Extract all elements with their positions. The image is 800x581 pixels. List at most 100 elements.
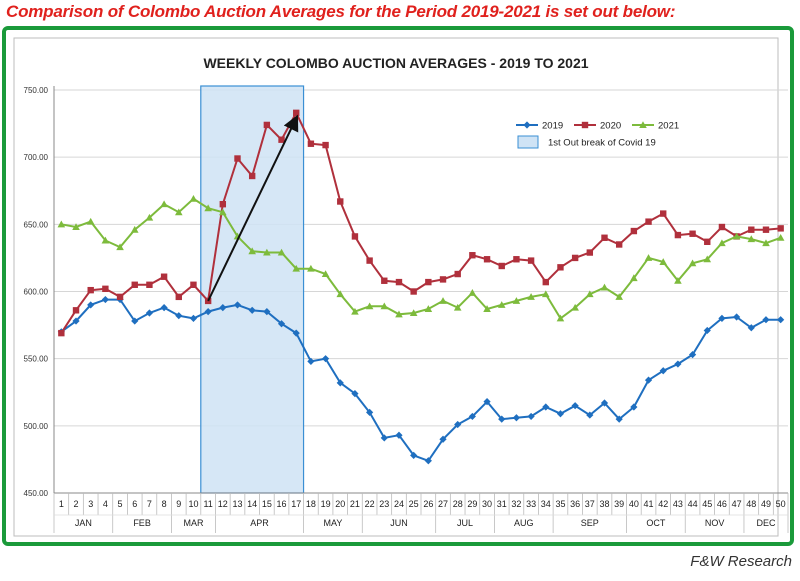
data-point-2021 <box>732 232 741 240</box>
data-point-2021 <box>630 274 638 282</box>
x-tick-label: 39 <box>614 499 624 509</box>
x-tick-label: 2 <box>74 499 79 509</box>
month-label: SEP <box>581 518 599 528</box>
x-tick-label: 29 <box>467 499 477 509</box>
x-tick-label: 14 <box>247 499 257 509</box>
chart-area <box>13 37 779 537</box>
data-point-2021 <box>219 208 227 216</box>
data-point-2021 <box>86 217 95 225</box>
x-tick-label: 45 <box>702 499 712 509</box>
data-point-2021 <box>571 303 579 311</box>
data-point-2019 <box>659 367 667 375</box>
x-tick-label: 40 <box>629 499 639 509</box>
data-point-2019 <box>233 301 242 309</box>
data-point-2021 <box>116 243 124 251</box>
x-tick-label: 23 <box>379 499 389 509</box>
data-point-2020 <box>704 238 711 245</box>
data-point-2019 <box>556 410 565 418</box>
data-point-2019 <box>733 313 741 321</box>
x-tick-label: 16 <box>277 499 287 509</box>
data-point-2020 <box>601 234 608 241</box>
data-point-2021 <box>72 223 80 231</box>
x-tick-label: 30 <box>482 499 492 509</box>
legend-label-covid: 1st Out break of Covid 19 <box>548 138 656 149</box>
data-point-2021 <box>204 204 212 212</box>
data-point-2020 <box>263 121 271 129</box>
data-point-2019 <box>674 360 682 368</box>
data-point-2021 <box>556 314 565 322</box>
data-point-2019 <box>219 304 227 312</box>
data-point-2021 <box>497 301 506 308</box>
chart-title: WEEKLY COLOMBO AUCTION AVERAGES - 2019 T… <box>203 55 588 71</box>
data-point-2020 <box>527 257 535 264</box>
legend-label-2021: 2021 <box>658 121 679 132</box>
data-point-2021 <box>718 239 726 247</box>
legend-marker-2021 <box>639 121 647 128</box>
legend-label-2020: 2020 <box>600 121 621 132</box>
data-point-2019 <box>145 309 154 317</box>
data-point-2020 <box>381 277 388 284</box>
data-point-2020 <box>366 257 373 264</box>
trend-arrow <box>207 114 299 302</box>
data-point-2019 <box>72 317 80 325</box>
data-point-2019 <box>380 434 388 442</box>
x-tick-label: 3 <box>88 499 93 509</box>
data-point-2020 <box>469 252 476 259</box>
data-point-2019 <box>468 412 476 421</box>
data-point-2020 <box>248 172 256 180</box>
x-tick-label: 15 <box>262 499 272 509</box>
data-point-2020 <box>278 136 285 143</box>
data-point-2019 <box>204 308 212 316</box>
chart-frame: WEEKLY COLOMBO AUCTION AVERAGES - 2019 T… <box>2 26 794 546</box>
data-point-2020 <box>645 218 652 225</box>
x-tick-label: 8 <box>162 499 167 509</box>
data-point-2021 <box>776 233 785 241</box>
data-point-2021 <box>307 264 315 272</box>
data-point-2020 <box>498 262 505 270</box>
y-tick-label: 600.00 <box>24 288 49 297</box>
data-point-2020 <box>116 293 124 301</box>
month-label: FEB <box>133 518 151 528</box>
x-tick-label: 31 <box>497 499 507 509</box>
data-point-2020 <box>322 141 329 149</box>
x-tick-label: 38 <box>599 499 609 509</box>
data-point-2019 <box>87 301 95 309</box>
data-point-2020 <box>72 307 80 314</box>
x-tick-label: 28 <box>453 499 463 509</box>
data-point-2020 <box>586 249 594 256</box>
line-chart: WEEKLY COLOMBO AUCTION AVERAGES - 2019 T… <box>13 37 789 537</box>
data-point-2021 <box>424 305 433 312</box>
data-point-2021 <box>160 200 168 208</box>
y-tick-label: 750.00 <box>24 86 49 95</box>
data-point-2020 <box>689 230 696 237</box>
data-point-2021 <box>439 297 447 304</box>
data-point-2020 <box>234 155 241 162</box>
data-point-2021 <box>292 264 301 272</box>
x-tick-label: 19 <box>321 499 331 509</box>
x-tick-label: 4 <box>103 499 108 509</box>
data-point-2020 <box>410 288 417 295</box>
headline: Comparison of Colombo Auction Averages f… <box>6 2 676 21</box>
data-point-2021 <box>248 247 256 255</box>
y-tick-label: 450.00 <box>24 489 49 498</box>
legend-label-2019: 2019 <box>542 121 563 132</box>
x-tick-label: 9 <box>176 499 181 509</box>
y-tick-label: 700.00 <box>24 153 49 162</box>
x-tick-label: 6 <box>132 499 137 509</box>
data-point-2020 <box>660 210 667 217</box>
month-label: NOV <box>705 518 725 528</box>
data-point-2020 <box>219 200 227 208</box>
y-tick-label: 650.00 <box>24 220 49 229</box>
data-point-2019 <box>424 457 432 465</box>
data-point-2021 <box>101 236 110 244</box>
data-point-2019 <box>292 329 300 337</box>
data-point-2019 <box>131 317 139 325</box>
x-tick-label: 47 <box>732 499 742 509</box>
month-label: DEC <box>756 518 776 528</box>
x-tick-label: 36 <box>570 499 580 509</box>
data-point-2019 <box>307 357 315 365</box>
data-point-2019 <box>512 414 521 422</box>
x-tick-label: 22 <box>365 499 375 509</box>
data-point-2021 <box>351 307 359 315</box>
data-point-2019 <box>688 351 697 359</box>
